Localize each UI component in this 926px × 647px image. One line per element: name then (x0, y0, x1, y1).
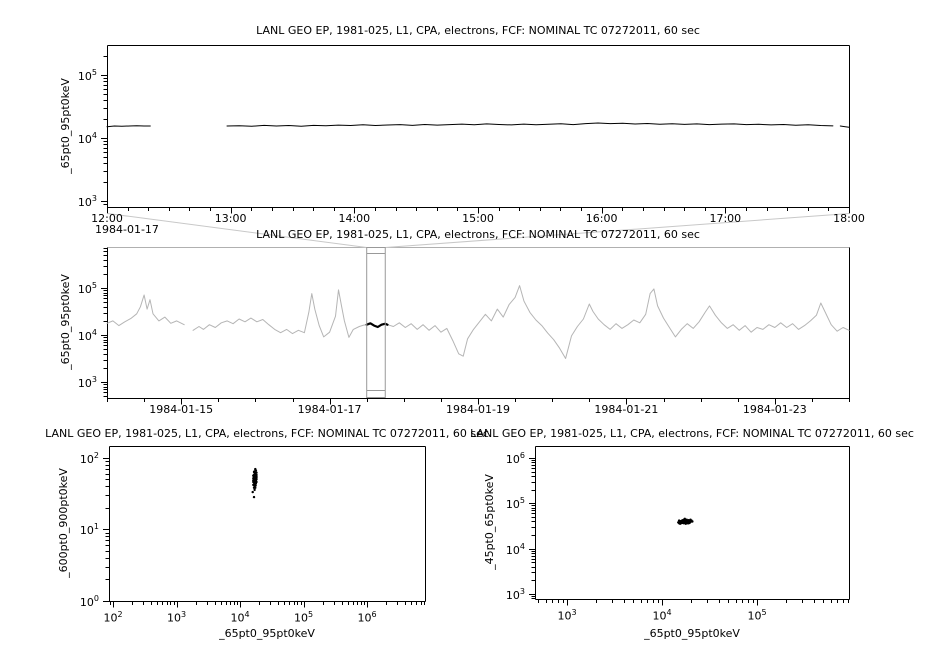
y-tick-label: 105 (77, 281, 97, 296)
scatter-point (253, 471, 257, 474)
x-tick-label: 12:00 (91, 211, 123, 225)
x-tick-label: 103 (557, 608, 577, 623)
data-series-line (226, 122, 834, 127)
x-tick-label: 1984-01-19 (446, 402, 510, 416)
x-tick-label: 13:00 (214, 211, 247, 225)
x-tick-label: 1984-01-23 (742, 402, 807, 416)
panel-scatter-right[interactable] (535, 446, 849, 599)
y-tick-label: 104 (77, 328, 97, 343)
y-tick-label: 100 (79, 594, 99, 609)
x-tick-label: 15:00 (462, 211, 494, 225)
x-axis-label-scatter-right: _65pt0_95pt0keV (644, 627, 740, 640)
y-axis-label-top: _65pt0_95pt0keV (59, 78, 72, 174)
panel-context-timeseries[interactable] (107, 247, 849, 398)
scatter-point (252, 495, 256, 499)
scatter-point (253, 488, 256, 492)
scatter-point (254, 480, 258, 484)
x-tick-label: 102 (103, 610, 123, 625)
y-axis-label-scatter-left: _600pt0_900pt0keV (57, 468, 70, 578)
scatter-point (687, 520, 690, 524)
y-tick-label: 104 (505, 541, 525, 557)
x-tick-label: 104 (652, 608, 672, 623)
x-tick-label: 18:00 (833, 211, 865, 225)
x-tick-label: 105 (293, 610, 314, 625)
panel-top-timeseries[interactable] (107, 45, 849, 207)
scatter-point (254, 486, 257, 489)
x-tick-label: 17:00 (709, 211, 742, 225)
y-axis-label-context: _65pt0_95pt0keV (59, 274, 72, 370)
scatter-point (253, 483, 256, 486)
scatter-point (251, 490, 254, 494)
y-tick-label: 101 (79, 522, 99, 538)
y-tick-label: 103 (77, 375, 97, 390)
y-tick-label: 105 (505, 496, 525, 512)
y-tick-label: 103 (505, 587, 525, 602)
scatter-point (689, 519, 692, 523)
panel-title-context-timeseries: LANL GEO EP, 1981-025, L1, CPA, electron… (256, 228, 700, 241)
x-tick-label: 106 (357, 610, 377, 625)
scatter-point (677, 519, 681, 522)
scatter-point (679, 521, 683, 524)
y-tick-label: 105 (77, 68, 97, 83)
x-tick-label: 104 (230, 610, 250, 625)
zoom-selection-box[interactable] (366, 247, 386, 398)
scatter-point (255, 475, 258, 478)
scatter-point (683, 519, 686, 522)
panel-title-top-timeseries: LANL GEO EP, 1981-025, L1, CPA, electron… (256, 24, 700, 37)
data-series-line (839, 125, 850, 128)
scatter-point (681, 519, 685, 522)
y-axis-label-scatter-right: _45pt0_65pt0keV (483, 474, 496, 570)
zoom-connector-right (385, 213, 850, 248)
x-tick-label: 1984-01-17 (297, 402, 362, 416)
panel-title-scatter-right: LANL GEO EP, 1981-025, L1, CPA, electron… (470, 427, 914, 440)
scatter-point (677, 522, 681, 525)
panel-title-scatter-left: LANL GEO EP, 1981-025, L1, CPA, electron… (45, 427, 489, 440)
y-tick-label: 104 (77, 131, 97, 146)
data-series-line (106, 294, 185, 327)
y-tick-label: 103 (77, 194, 97, 209)
y-tick-label: 106 (505, 451, 525, 466)
data-series-line (192, 285, 850, 359)
x-tick-label: 105 (747, 608, 767, 623)
y-tick-label: 102 (79, 450, 99, 466)
x-axis-label-scatter-left: _65pt0_95pt0keV (219, 627, 315, 640)
scatter-point (691, 520, 694, 523)
x-tick-label: 103 (166, 610, 187, 625)
x-tick-label: 16:00 (585, 211, 618, 225)
scatter-point (685, 519, 688, 523)
panel-scatter-left[interactable] (109, 446, 425, 601)
zoom-connector-left (107, 213, 367, 248)
x-tick-label: 14:00 (338, 211, 371, 225)
data-series-line (106, 125, 151, 128)
x-tick-label: 1984-01-21 (594, 402, 659, 416)
scatter-point (254, 467, 257, 471)
date-context-label: 1984-01-17 (95, 223, 159, 236)
scatter-point (252, 477, 256, 480)
x-tick-label: 1984-01-15 (149, 402, 214, 416)
